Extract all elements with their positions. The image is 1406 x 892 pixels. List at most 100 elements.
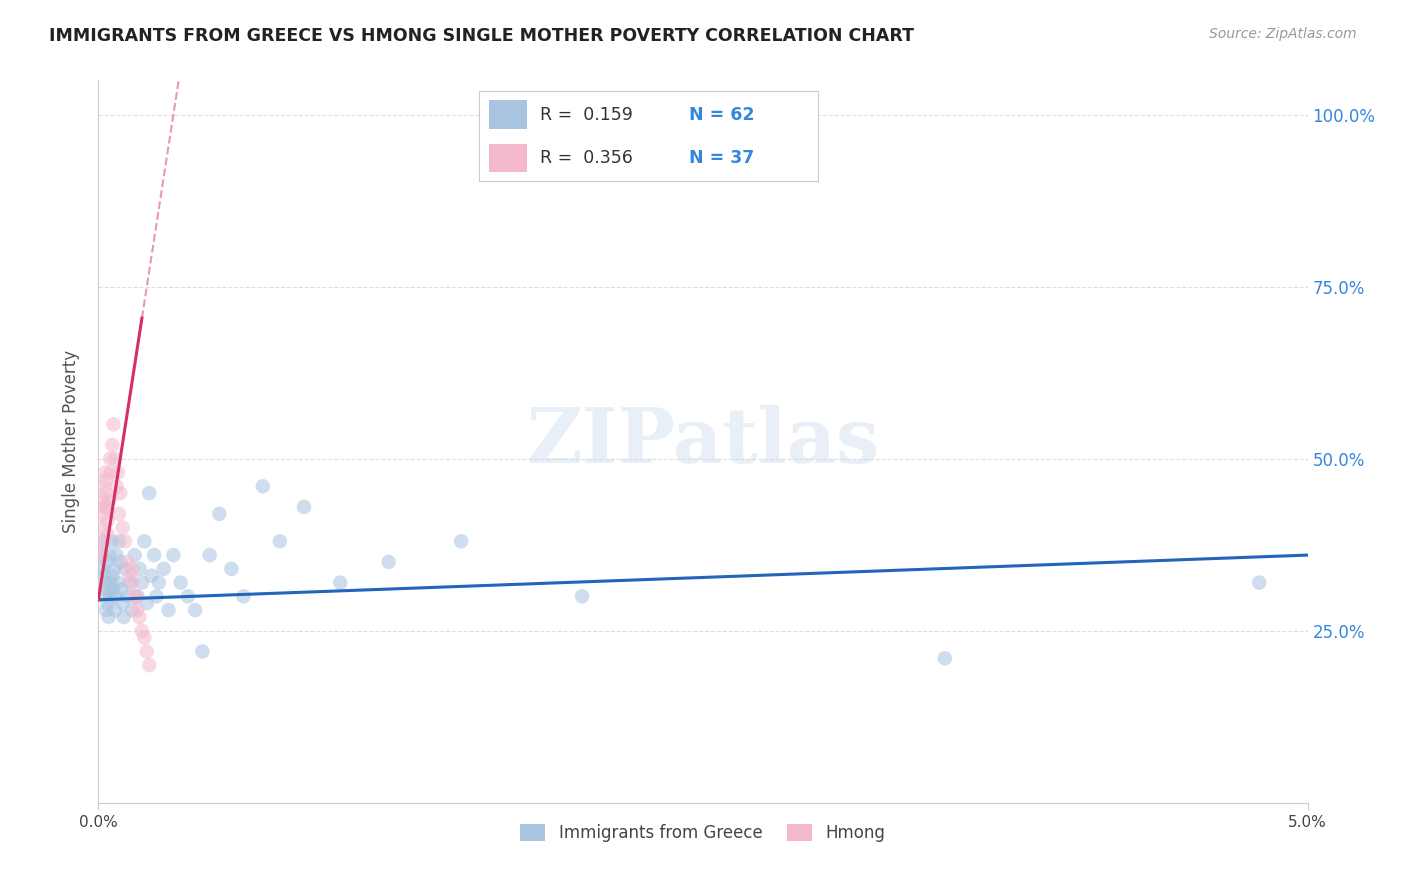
Point [103, 562, 125, 576]
Point [121, 575, 143, 590]
Point [96, 555, 118, 569]
Point [108, 507, 131, 521]
Point [157, 603, 180, 617]
Point [107, 575, 129, 590]
Point [145, 590, 167, 604]
Point [208, 507, 231, 521]
Point [90, 534, 112, 549]
Point [101, 438, 124, 452]
Point [177, 590, 200, 604]
Point [135, 644, 157, 658]
Legend: Immigrants from Greece, Hmong: Immigrants from Greece, Hmong [513, 817, 893, 848]
Point [143, 548, 166, 562]
Point [97, 596, 120, 610]
Point [105, 479, 128, 493]
Point [121, 562, 143, 576]
Point [127, 590, 149, 604]
Point [450, 534, 472, 549]
Point [98, 493, 121, 508]
Point [105, 548, 128, 562]
Point [93, 534, 115, 549]
Point [97, 582, 120, 597]
Point [108, 555, 131, 569]
Point [91, 493, 114, 508]
Point [104, 590, 127, 604]
Point [96, 603, 118, 617]
Point [101, 582, 124, 597]
Point [252, 479, 274, 493]
Y-axis label: Single Mother Poverty: Single Mother Poverty [62, 350, 80, 533]
Point [121, 603, 143, 617]
Point [111, 520, 134, 534]
Point [127, 590, 149, 604]
Point [96, 500, 118, 514]
Point [111, 596, 134, 610]
Point [124, 590, 146, 604]
Text: Source: ZipAtlas.com: Source: ZipAtlas.com [1209, 27, 1357, 41]
Point [232, 590, 254, 604]
Point [100, 575, 122, 590]
Point [138, 658, 160, 673]
Point [91, 507, 114, 521]
Point [191, 644, 214, 658]
Point [221, 562, 243, 576]
Point [93, 479, 115, 493]
Point [934, 651, 956, 665]
Point [112, 610, 135, 624]
Point [93, 568, 115, 582]
Point [94, 466, 117, 480]
Point [98, 451, 121, 466]
Point [169, 575, 191, 590]
Point [377, 555, 399, 569]
Point [100, 534, 122, 549]
Point [91, 548, 114, 562]
Point [571, 590, 593, 604]
Text: ZIPatlas: ZIPatlas [526, 405, 880, 478]
Point [94, 575, 117, 590]
Point [117, 590, 139, 604]
Point [97, 527, 120, 541]
Point [103, 417, 125, 432]
Point [96, 472, 118, 486]
Point [184, 603, 207, 617]
Point [198, 548, 221, 562]
Point [107, 466, 129, 480]
Point [101, 568, 124, 582]
Point [148, 575, 170, 590]
Point [114, 562, 136, 576]
Point [94, 486, 117, 500]
Point [152, 562, 174, 576]
Point [108, 534, 131, 549]
Point [118, 568, 141, 582]
Point [162, 548, 184, 562]
Point [94, 590, 117, 604]
Point [135, 596, 157, 610]
Point [131, 575, 153, 590]
Point [141, 568, 163, 582]
Point [117, 555, 139, 569]
Point [104, 451, 127, 466]
Point [269, 534, 291, 549]
Point [127, 603, 149, 617]
Point [91, 562, 114, 576]
Point [97, 514, 120, 528]
Point [91, 520, 114, 534]
Point [134, 631, 156, 645]
Point [124, 548, 146, 562]
Point [98, 548, 121, 562]
Point [110, 582, 132, 597]
Point [98, 590, 121, 604]
Point [100, 466, 122, 480]
Point [128, 610, 150, 624]
Point [90, 548, 112, 562]
Point [108, 486, 131, 500]
Point [292, 500, 315, 514]
Point [114, 534, 136, 549]
Point [138, 486, 160, 500]
Point [134, 534, 156, 549]
Point [118, 575, 141, 590]
Text: IMMIGRANTS FROM GREECE VS HMONG SINGLE MOTHER POVERTY CORRELATION CHART: IMMIGRANTS FROM GREECE VS HMONG SINGLE M… [49, 27, 914, 45]
Point [104, 603, 127, 617]
Point [329, 575, 352, 590]
Point [131, 624, 153, 638]
